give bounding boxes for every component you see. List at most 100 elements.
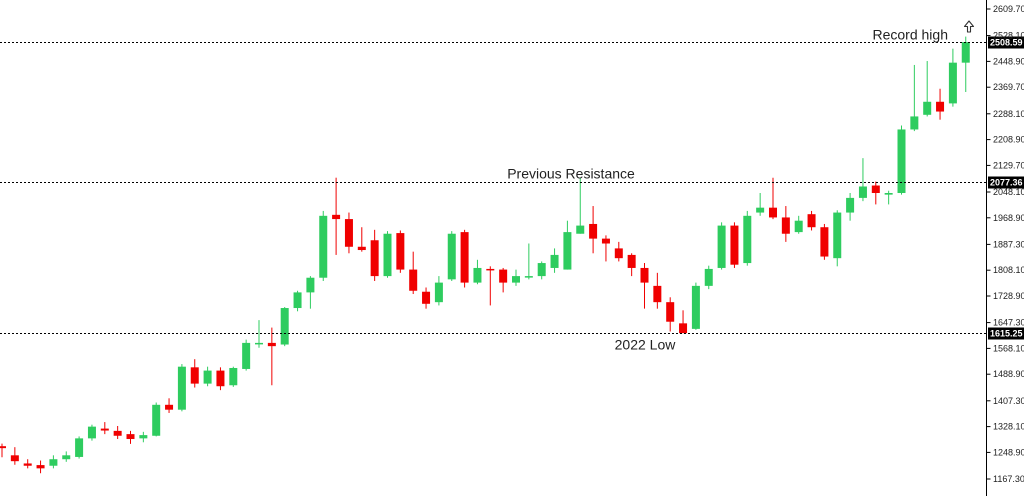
candle (820, 223, 829, 260)
candle (833, 210, 842, 267)
candle (846, 193, 855, 221)
candle-body (858, 186, 867, 198)
candle (704, 265, 713, 290)
candle (537, 261, 546, 280)
candle (267, 327, 276, 386)
level-price-badge (988, 36, 1024, 49)
level-line-group: 2508.59 Record high (0, 27, 1024, 49)
candle-body (383, 233, 392, 277)
candle (743, 210, 752, 266)
candle-body (666, 302, 675, 322)
level-annotation: 2022 Low (615, 337, 677, 353)
candle-body (409, 269, 418, 291)
candle-body (550, 254, 559, 268)
candle-body (319, 215, 328, 278)
candle-body (87, 426, 96, 439)
candle-body (473, 267, 482, 283)
price-tick-label: 1728.90 (993, 291, 1024, 301)
candle (473, 259, 482, 285)
candle (807, 210, 816, 231)
level-annotation: Previous Resistance (507, 166, 635, 182)
candle-body (499, 269, 508, 283)
candle (627, 253, 636, 277)
candle (871, 181, 880, 205)
candle (601, 235, 610, 262)
candle (460, 229, 469, 288)
candle (396, 230, 405, 273)
price-axis: 2609.70 2528.10 2448.90 2369.70 2288.10 2208.… (986, 0, 1024, 496)
candle (10, 447, 19, 465)
candle-body (10, 455, 19, 462)
candle-body (807, 214, 816, 228)
candle (640, 263, 649, 309)
candle-body (948, 62, 957, 104)
candle-body (49, 459, 58, 466)
candle-body (396, 233, 405, 270)
candle-body (344, 219, 353, 247)
candle (781, 206, 790, 242)
price-tick-label: 1407.30 (993, 396, 1024, 406)
candle (190, 359, 199, 388)
price-tick-label: 2129.70 (993, 160, 1024, 170)
candle-body (640, 267, 649, 283)
candle (653, 272, 662, 309)
candle (306, 276, 315, 309)
candle (730, 222, 739, 268)
candle (87, 424, 96, 441)
candle-body (846, 197, 855, 213)
candles-layer (0, 36, 970, 474)
price-tick-label: 2448.90 (993, 56, 1024, 66)
candle (409, 251, 418, 295)
candle (229, 366, 238, 387)
candle (884, 190, 893, 205)
level-price-label: 2508.59 (990, 38, 1023, 48)
candle (550, 248, 559, 273)
candle-body (897, 129, 906, 194)
candle (961, 36, 970, 92)
candle (447, 231, 456, 281)
scroll-to-top-button[interactable] (963, 20, 975, 33)
candle-body (769, 207, 777, 218)
candle (332, 177, 341, 255)
price-tick-label: 1488.90 (993, 369, 1024, 379)
candle-body (923, 101, 932, 115)
candle (49, 455, 58, 469)
candle-body (422, 291, 431, 304)
level-price-badge (988, 327, 1024, 340)
level-annotation: Record high (873, 27, 949, 43)
price-tick-label: 1568.10 (993, 343, 1024, 353)
candle-body (229, 367, 238, 386)
candle (794, 215, 803, 234)
price-tick-label: 1248.90 (993, 447, 1024, 457)
candle-body (203, 370, 212, 384)
candle (62, 451, 71, 462)
candle-body (936, 101, 945, 112)
candle (897, 125, 906, 195)
price-tick-label: 2609.70 (993, 4, 1024, 14)
price-tick-label: 1328.10 (993, 422, 1024, 432)
candle (589, 206, 598, 254)
price-tick-label: 1968.90 (993, 213, 1024, 223)
candle (923, 61, 932, 117)
candle (280, 307, 289, 347)
candle-body (871, 185, 880, 194)
candle-body (293, 292, 302, 309)
arrow-up-icon (963, 20, 975, 33)
candle (36, 460, 45, 474)
candle (499, 267, 508, 293)
candle-body (730, 225, 739, 265)
candle-body (576, 225, 585, 234)
candle (113, 425, 122, 440)
candle (769, 177, 777, 220)
candle (152, 402, 161, 437)
candle-body (781, 217, 790, 234)
candle-body (601, 238, 610, 244)
level-line-group: 2077.36 Previous Resistance (0, 166, 1024, 189)
level-line-group: 1615.25 2022 Low (0, 327, 1024, 353)
candle-body (75, 438, 84, 457)
price-tick-label: 1887.30 (993, 239, 1024, 249)
candle (383, 231, 392, 278)
candle-body (216, 370, 225, 387)
candle (242, 339, 251, 371)
